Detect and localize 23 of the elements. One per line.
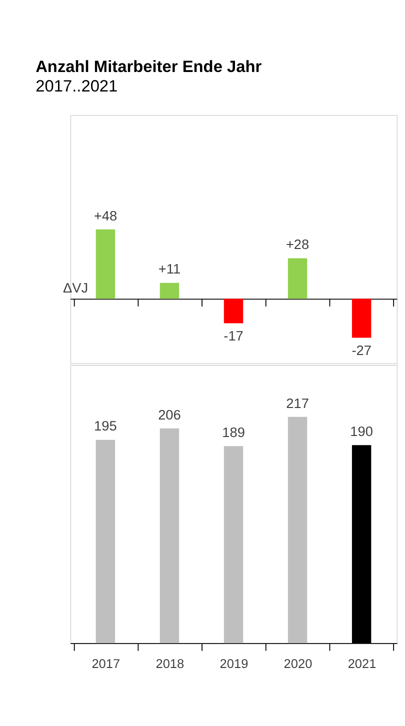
x-tick-label: 2020 — [284, 656, 312, 672]
data-label: +48 — [94, 208, 118, 224]
data-label: 206 — [158, 407, 181, 422]
data-label: -27 — [352, 343, 372, 358]
bar — [288, 258, 308, 299]
bar — [352, 298, 372, 338]
data-label: +11 — [158, 262, 181, 277]
x-tick-label: 2019 — [220, 656, 248, 672]
data-label: 190 — [350, 424, 374, 439]
data-label: -17 — [224, 328, 244, 344]
bar — [96, 229, 116, 299]
chart-title: Anzahl Mitarbeiter Ende Jahr — [36, 58, 262, 76]
data-label: 189 — [222, 424, 245, 440]
chart-subtitle: 2017..2021 — [36, 77, 118, 96]
x-tick-label: 2018 — [156, 656, 184, 672]
data-label: 195 — [94, 418, 118, 434]
bar — [160, 282, 180, 299]
bar — [224, 298, 244, 324]
x-tick-label: 2021 — [348, 656, 376, 672]
y-axis-title: ΔVJ — [62, 280, 88, 296]
data-label: +28 — [286, 237, 310, 252]
x-tick-label: 2017 — [92, 656, 120, 672]
data-label: 217 — [286, 396, 309, 411]
